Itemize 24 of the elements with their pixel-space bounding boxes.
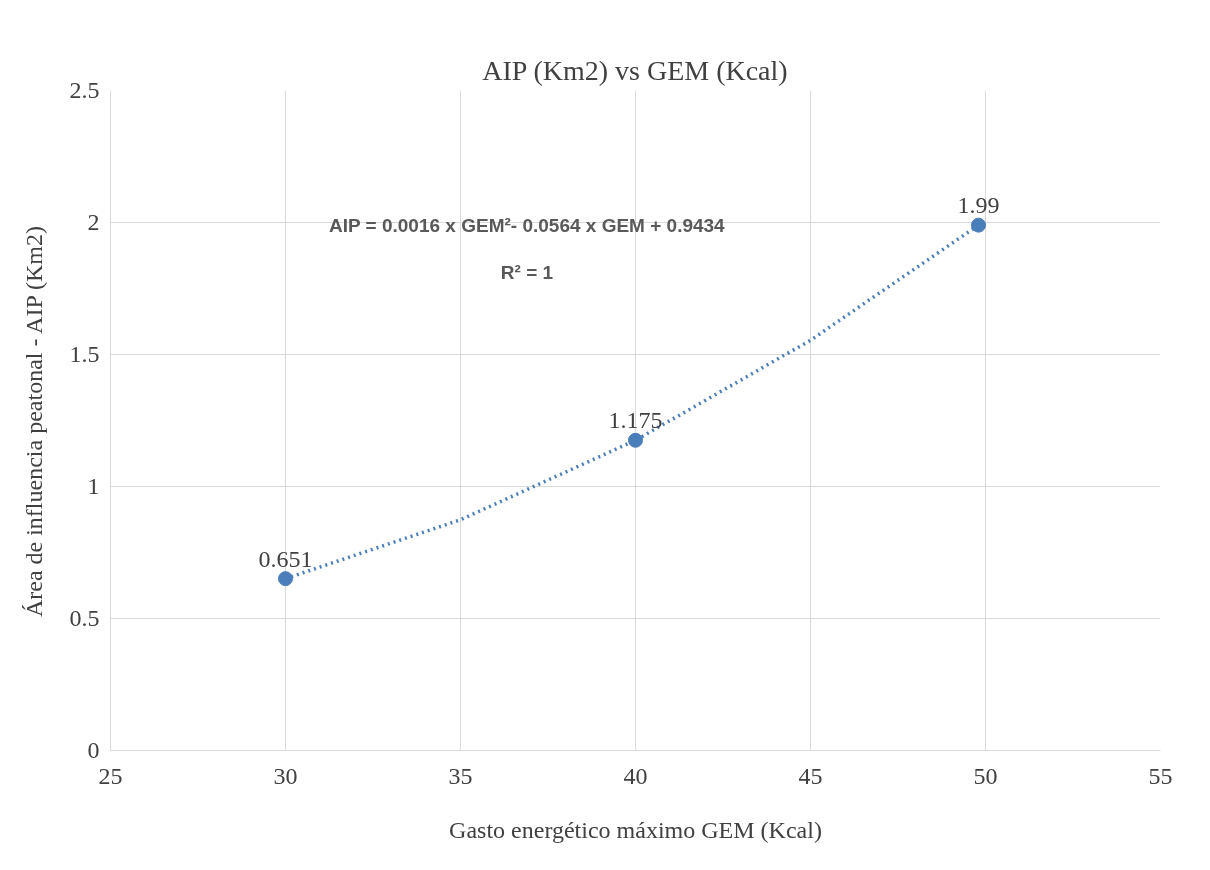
x-tick-label: 35 [448, 762, 473, 789]
annotation: AIP = 0.0016 x GEM²- 0.0564 x GEM + 0.9434 [328, 215, 726, 237]
x-tick-label: 50 [973, 762, 998, 789]
annotation: R² = 1 [500, 261, 554, 283]
data-label: 1.175 [608, 407, 663, 434]
y-axis-title: Área de influencia peatonal - AIP (Km2) [20, 226, 47, 618]
point [628, 432, 643, 448]
point [971, 217, 986, 233]
data-label: 1.99 [957, 192, 1000, 219]
data-label: 0.651 [258, 545, 313, 572]
y-tick-label: 1 [87, 473, 100, 499]
y-tick-label: 1.5 [69, 341, 100, 367]
y-tick-label: 2.5 [69, 77, 100, 103]
y-tick-label: 0.5 [69, 605, 100, 631]
x-axis-title: Gasto energético máximo GEM (Kcal) [449, 816, 822, 843]
x-tick-label: 40 [623, 762, 648, 789]
x-tick-label: 25 [98, 762, 123, 789]
point [278, 571, 293, 587]
chart-title: AIP (Km2) vs GEM (Kcal) [482, 54, 788, 86]
y-tick-label: 0 [87, 737, 100, 763]
x-tick-label: 55 [1148, 762, 1173, 789]
y-tick-label: 2 [87, 209, 100, 235]
x-tick-label: 30 [273, 762, 298, 789]
x-tick-label: 45 [798, 762, 823, 789]
